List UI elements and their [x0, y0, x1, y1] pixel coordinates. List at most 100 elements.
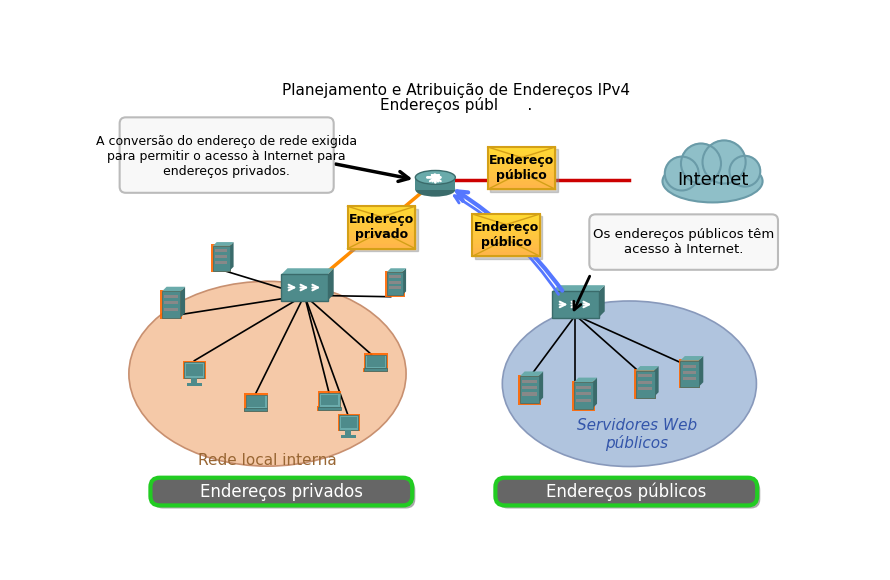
- Bar: [348, 227, 416, 231]
- Bar: [473, 248, 540, 252]
- Bar: [488, 168, 555, 172]
- Bar: [473, 223, 540, 227]
- Text: Internet: Internet: [677, 171, 748, 188]
- Bar: [187, 383, 202, 386]
- Bar: [683, 377, 696, 380]
- Bar: [341, 417, 357, 429]
- Bar: [488, 147, 555, 189]
- Text: Endereços públ      .: Endereços públ .: [380, 97, 532, 113]
- Bar: [473, 252, 540, 256]
- Bar: [215, 255, 228, 258]
- Bar: [364, 368, 387, 371]
- Bar: [389, 275, 400, 278]
- Ellipse shape: [416, 171, 456, 184]
- Bar: [488, 151, 555, 155]
- Bar: [634, 369, 656, 399]
- Bar: [473, 214, 540, 256]
- Bar: [520, 376, 539, 403]
- Circle shape: [730, 156, 760, 187]
- Bar: [553, 291, 599, 318]
- Bar: [679, 359, 700, 389]
- FancyBboxPatch shape: [119, 117, 334, 193]
- Bar: [348, 219, 416, 223]
- Bar: [348, 240, 416, 244]
- Polygon shape: [181, 287, 185, 317]
- Bar: [576, 392, 591, 395]
- Bar: [348, 236, 416, 240]
- Bar: [638, 374, 652, 377]
- Bar: [488, 177, 555, 181]
- Bar: [638, 380, 652, 384]
- Ellipse shape: [416, 183, 456, 197]
- Bar: [247, 396, 265, 407]
- Polygon shape: [574, 378, 597, 382]
- Bar: [473, 235, 540, 240]
- Text: Endereço
público: Endereço público: [473, 221, 538, 249]
- Bar: [473, 240, 540, 244]
- Bar: [519, 375, 541, 405]
- Bar: [160, 290, 182, 319]
- Bar: [473, 244, 540, 248]
- Bar: [215, 261, 228, 264]
- Bar: [281, 274, 328, 302]
- Bar: [683, 371, 696, 374]
- Polygon shape: [230, 242, 233, 270]
- Bar: [348, 206, 416, 249]
- Polygon shape: [520, 371, 543, 376]
- Bar: [191, 378, 198, 383]
- Bar: [490, 149, 558, 191]
- Bar: [318, 407, 341, 410]
- Polygon shape: [402, 269, 406, 295]
- Bar: [211, 244, 231, 272]
- Bar: [473, 231, 540, 235]
- Bar: [488, 172, 555, 177]
- Bar: [215, 249, 228, 252]
- Bar: [389, 281, 400, 284]
- Text: Endereços públicos: Endereços públicos: [546, 483, 707, 501]
- Bar: [213, 246, 230, 270]
- Bar: [246, 394, 267, 408]
- Text: Endereços privados: Endereços privados: [200, 483, 363, 501]
- Bar: [318, 392, 342, 408]
- Bar: [245, 408, 268, 411]
- Bar: [367, 356, 384, 367]
- Bar: [365, 354, 386, 368]
- Polygon shape: [162, 287, 185, 291]
- Bar: [165, 307, 178, 311]
- Bar: [488, 164, 555, 168]
- Bar: [488, 181, 555, 185]
- Bar: [339, 415, 359, 430]
- Polygon shape: [213, 242, 233, 246]
- Bar: [320, 393, 340, 407]
- Bar: [162, 291, 181, 317]
- FancyBboxPatch shape: [496, 478, 757, 505]
- Polygon shape: [538, 371, 543, 403]
- Circle shape: [665, 157, 699, 190]
- Bar: [683, 364, 696, 368]
- Bar: [245, 393, 268, 410]
- FancyBboxPatch shape: [150, 478, 412, 505]
- Bar: [348, 206, 416, 211]
- Bar: [385, 270, 405, 297]
- Text: Servidores Web
públicos: Servidores Web públicos: [577, 418, 697, 451]
- Bar: [638, 387, 652, 390]
- Bar: [680, 361, 699, 387]
- Bar: [348, 215, 416, 219]
- Bar: [473, 214, 540, 218]
- Ellipse shape: [502, 301, 756, 466]
- Bar: [473, 227, 540, 231]
- FancyBboxPatch shape: [498, 481, 760, 509]
- Bar: [337, 414, 360, 432]
- Bar: [317, 406, 342, 411]
- Polygon shape: [635, 366, 659, 371]
- Ellipse shape: [129, 281, 406, 466]
- Bar: [348, 231, 416, 236]
- Polygon shape: [680, 356, 703, 361]
- Circle shape: [702, 140, 746, 183]
- Text: A conversão do endereço de rede exigida
para permitir o acesso à Internet para
e: A conversão do endereço de rede exigida …: [96, 135, 357, 178]
- Polygon shape: [387, 269, 406, 272]
- Bar: [574, 382, 594, 409]
- FancyBboxPatch shape: [589, 215, 778, 270]
- Bar: [635, 371, 655, 398]
- Bar: [182, 361, 206, 379]
